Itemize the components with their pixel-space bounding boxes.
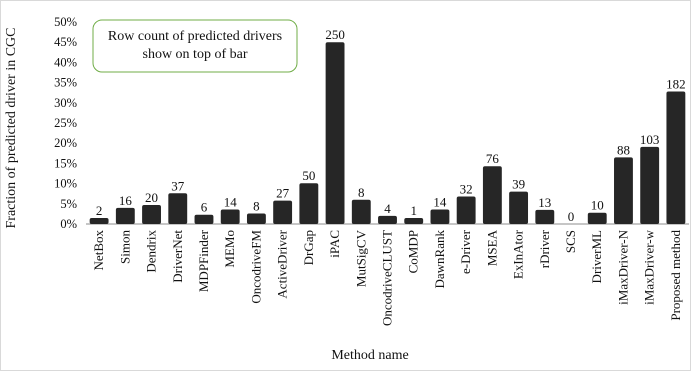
bar — [325, 42, 345, 225]
annotation-line-2: show on top of bar — [143, 47, 248, 62]
data-label: 32 — [460, 182, 473, 197]
bar — [246, 213, 266, 224]
data-labels: 2 16 20 37 6 14 8 27 50 250 8 4 1 14 32 76 39 13 0 10 88 103 1… — [96, 27, 686, 224]
data-label: 10 — [591, 198, 604, 213]
y-tick-labels: 0% 5% 10% 15% 20% 25% 30% 35% 40% 45% 50% — [54, 15, 77, 231]
category-label: NetBox — [91, 230, 106, 271]
bar — [430, 209, 450, 224]
category-label: SCS — [563, 230, 578, 253]
data-label: 50 — [302, 168, 315, 183]
category-label: Simon — [117, 230, 132, 264]
bar — [89, 217, 109, 224]
y-tick-label: 0% — [60, 217, 77, 231]
y-axis-title: Fraction of predicted driver in CGC — [4, 27, 19, 228]
category-label: iMaxDriver-w — [642, 229, 657, 304]
bar — [640, 146, 660, 224]
bar — [482, 166, 502, 224]
bar — [535, 209, 555, 224]
category-label: DawnRank — [432, 230, 447, 289]
data-label: 2 — [96, 203, 103, 218]
y-tick-label: 45% — [54, 35, 77, 49]
bar — [273, 200, 293, 224]
y-tick-label: 15% — [54, 156, 77, 170]
bar — [509, 191, 529, 224]
data-label: 4 — [384, 201, 391, 216]
bar — [220, 209, 240, 224]
category-label: ExInAtor — [511, 229, 526, 279]
category-label: DriverNet — [170, 230, 185, 283]
category-label: MDPFinder — [196, 229, 211, 292]
data-label: 13 — [538, 195, 551, 210]
category-label: MSEA — [484, 229, 499, 266]
annotation-line-1: Row count of predicted drivers — [108, 29, 282, 44]
data-label: 6 — [201, 200, 208, 215]
category-label: Dendrix — [144, 230, 159, 273]
bar — [587, 212, 607, 224]
data-label: 250 — [325, 27, 345, 42]
data-label: 14 — [224, 194, 238, 209]
bar — [666, 91, 686, 224]
category-label: DriverML — [589, 230, 604, 283]
category-label: MutSigCV — [353, 229, 368, 287]
category-label: e-Driver — [458, 229, 473, 274]
bar — [168, 193, 188, 224]
data-label: 20 — [145, 190, 158, 205]
annotation-box: Row count of predicted drivers show on t… — [92, 19, 298, 73]
y-tick-label: 20% — [54, 136, 77, 150]
y-tick-label: 10% — [54, 177, 77, 191]
bar — [456, 196, 476, 224]
category-label: iPAC — [327, 230, 342, 258]
category-label: Proposed method — [668, 230, 683, 321]
data-label: 8 — [358, 185, 365, 200]
bar — [142, 205, 161, 224]
category-label: CoMDP — [406, 230, 421, 273]
category-labels: NetBox Simon Dendrix DriverNet MDPFinder MEMo… — [91, 229, 683, 326]
bar — [115, 207, 135, 224]
category-label: rDriver — [537, 229, 552, 268]
data-label: 27 — [276, 186, 290, 201]
y-tick-label: 5% — [60, 197, 77, 211]
y-tick-label: 25% — [54, 116, 77, 130]
category-label: ActiveDriver — [275, 229, 290, 298]
data-label: 88 — [617, 142, 630, 157]
data-label: 103 — [640, 132, 660, 147]
y-tick-label: 40% — [54, 55, 77, 69]
bar — [351, 199, 371, 224]
bar — [378, 215, 397, 224]
y-tick-label: 50% — [54, 15, 77, 29]
data-label: 14 — [433, 194, 447, 209]
data-label: 76 — [486, 151, 500, 166]
x-axis-title: Method name — [331, 348, 408, 363]
data-label: 0 — [568, 209, 575, 224]
category-label: DrGap — [301, 230, 316, 265]
data-label: 8 — [253, 198, 260, 213]
category-label: MEMo — [222, 230, 237, 268]
data-label: 1 — [410, 203, 417, 218]
bar — [299, 183, 319, 224]
category-label: iMaxDriver-N — [615, 229, 630, 304]
data-label: 39 — [512, 177, 525, 192]
data-label: 182 — [666, 76, 686, 91]
data-label: 16 — [119, 193, 133, 208]
category-label: OncodriveCLUST — [380, 230, 395, 326]
data-label: 37 — [171, 178, 185, 193]
bar — [404, 217, 424, 224]
category-label: OncodriveFM — [248, 230, 263, 304]
bar — [194, 214, 214, 224]
bar — [614, 157, 633, 224]
y-tick-label: 30% — [54, 96, 77, 110]
bars — [89, 42, 686, 225]
y-tick-label: 35% — [54, 76, 77, 90]
